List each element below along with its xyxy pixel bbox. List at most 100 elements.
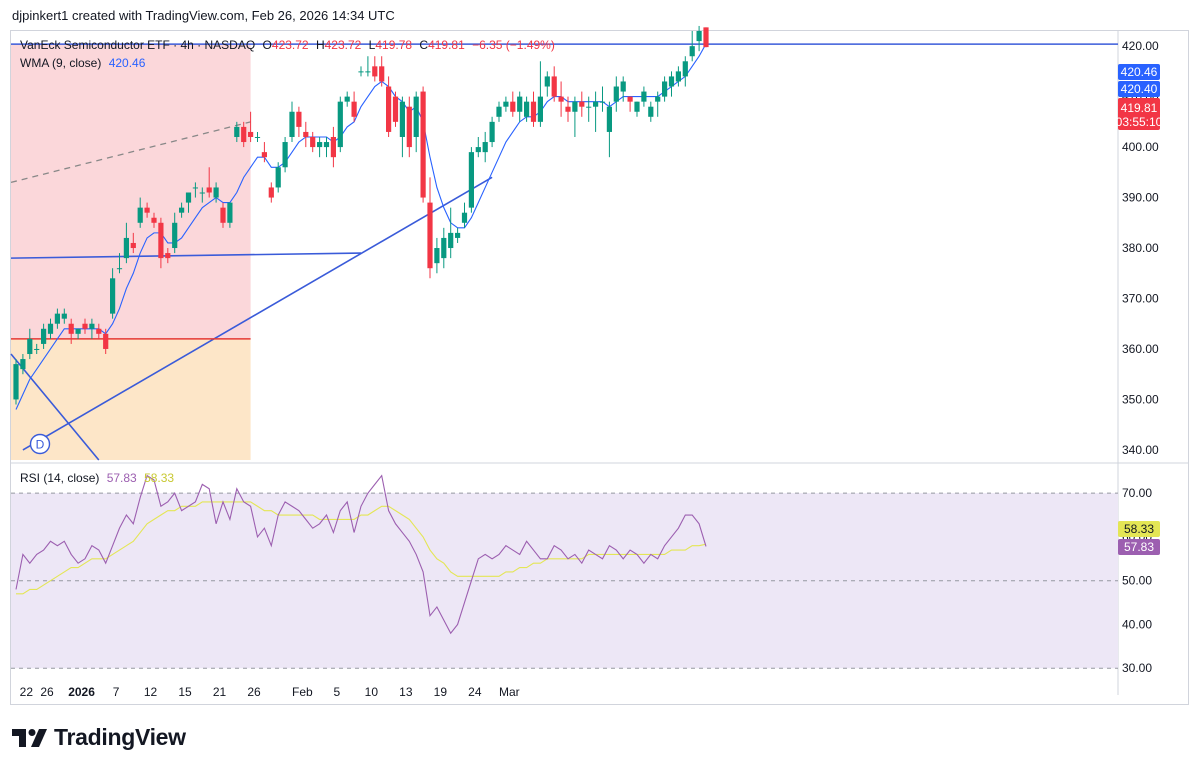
trendline-2	[22, 176, 493, 451]
candle	[392, 91, 399, 127]
candle-body	[461, 212, 468, 223]
time-tick-label: 5	[334, 685, 341, 699]
candle-body	[47, 323, 54, 334]
chart-credit: djpinkert1 created with TradingView.com,…	[12, 8, 395, 23]
rsi-label: RSI (14, close)	[20, 471, 100, 485]
wma-legend[interactable]: WMA (9, close) 420.46	[20, 56, 145, 70]
candle-body	[620, 81, 626, 92]
candle	[310, 131, 316, 153]
candle-body	[544, 76, 550, 87]
price-tick-label: 390.00	[1122, 191, 1159, 205]
candle-body	[524, 101, 530, 117]
candle-body	[662, 81, 668, 97]
candle	[75, 328, 81, 339]
candle-body	[206, 187, 212, 193]
candle	[537, 61, 543, 127]
candle	[227, 202, 233, 228]
candle	[703, 27, 709, 48]
candle-body	[227, 202, 233, 223]
trendline-0	[10, 121, 251, 184]
candle-body	[703, 27, 709, 48]
candle-body	[137, 207, 143, 223]
time-tick-label: 22	[20, 685, 34, 699]
candle	[206, 167, 212, 198]
candle	[662, 76, 668, 102]
candle	[351, 91, 357, 122]
candle	[275, 162, 281, 193]
candle	[20, 354, 26, 375]
candle-body	[365, 71, 371, 73]
candle	[41, 323, 47, 349]
candle-body	[510, 101, 516, 112]
candle-body	[241, 126, 247, 143]
candle	[185, 192, 192, 213]
candle-body	[310, 136, 316, 148]
candle	[330, 126, 336, 168]
candle	[530, 91, 537, 127]
candle-body	[406, 106, 412, 148]
candle-body	[75, 328, 81, 334]
wma-price-tag: 420.46	[1121, 65, 1158, 79]
candle	[365, 56, 371, 77]
rsi-ma-tag: 58.33	[1124, 522, 1154, 536]
zone-orange	[11, 338, 251, 460]
candle	[599, 86, 606, 112]
candle-body	[296, 111, 302, 127]
candle	[82, 318, 88, 334]
candle	[137, 197, 143, 228]
candle-body	[682, 61, 688, 77]
candle-body	[655, 96, 661, 102]
candle-body	[482, 142, 488, 153]
candle	[116, 253, 123, 274]
line-price-tag: 420.40	[1121, 82, 1158, 96]
candle-body	[551, 76, 557, 97]
candle	[586, 96, 592, 122]
candle	[572, 96, 578, 137]
time-tick-label: 7	[113, 685, 120, 699]
candle	[165, 248, 171, 264]
candle-body	[579, 101, 585, 107]
candle-body	[634, 101, 640, 112]
candle-body	[199, 192, 205, 194]
rsi-legend[interactable]: RSI (14, close) 57.83 58.33	[20, 471, 174, 485]
price-tick-label: 350.00	[1122, 392, 1159, 406]
candle	[254, 131, 261, 143]
candle	[317, 136, 323, 158]
tradingview-footer: TradingView	[12, 724, 186, 751]
candle-body	[179, 207, 185, 213]
candle-body	[130, 242, 136, 249]
candle-body	[627, 96, 633, 102]
candle	[282, 136, 288, 173]
close-label: C	[419, 38, 429, 52]
trendlines-layer: D	[10, 43, 1118, 461]
time-tick-label: 13	[399, 685, 413, 699]
candle-body	[275, 167, 281, 188]
candle	[413, 91, 419, 153]
chart-frame	[10, 30, 1189, 705]
wma-price-tag-bg	[1118, 64, 1160, 80]
candle	[358, 66, 364, 77]
time-tick-label: 24	[468, 685, 482, 699]
last-price-tag-bg	[1118, 98, 1160, 130]
candle-body	[606, 106, 612, 132]
time-tick-label: 21	[213, 685, 227, 699]
candle-body	[372, 66, 378, 77]
candle	[323, 136, 330, 158]
candle-body	[54, 313, 60, 324]
candle	[503, 96, 509, 112]
candle-body	[572, 101, 578, 112]
time-tick-label: 15	[178, 685, 192, 699]
candle	[399, 96, 405, 158]
candle	[544, 71, 550, 97]
candles-layer	[13, 25, 709, 405]
candle	[27, 328, 33, 360]
candle	[461, 202, 468, 228]
candle-body	[448, 232, 454, 249]
candle	[144, 202, 150, 218]
candle	[289, 101, 295, 143]
candle	[372, 56, 378, 82]
low-value: 419.78	[375, 38, 413, 52]
candle	[551, 66, 557, 102]
low-label: L	[368, 38, 376, 52]
